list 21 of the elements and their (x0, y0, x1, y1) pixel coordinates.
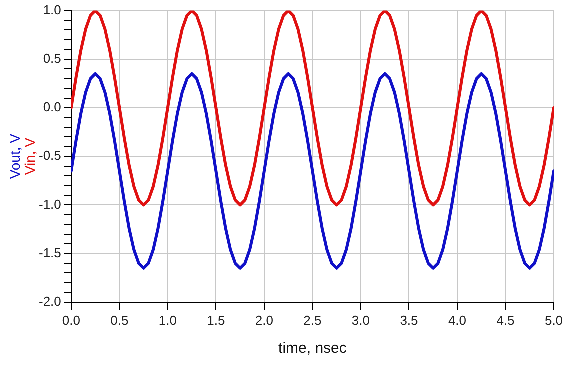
x-axis-title: time, nsec (278, 340, 348, 358)
x-tick-label: 0.0 (62, 312, 80, 328)
text: Vout, V (6, 133, 23, 180)
x-tick-label: 3.0 (352, 312, 370, 328)
x-tick-label: 2.5 (304, 312, 322, 328)
x-tick-label: 2.0 (255, 312, 274, 328)
y-tick-label: -1.5 (38, 245, 62, 260)
text: Vin, V (22, 137, 38, 176)
y-tick-label: -0.5 (38, 148, 62, 164)
x-tick-label: 3.5 (400, 312, 418, 328)
y-tick-label: 0.0 (43, 100, 62, 115)
x-tick-label: 1.5 (207, 312, 226, 328)
x-tick-label: 4.0 (448, 312, 467, 328)
x-tick-label: 1.0 (158, 312, 177, 328)
y-tick-label: 0.5 (43, 50, 62, 66)
y-tick-label: -1.0 (38, 196, 62, 212)
y-tick-label: 1.0 (43, 2, 62, 18)
y-tick-label: -2.0 (38, 294, 62, 309)
x-tick-label: 5.0 (544, 312, 564, 328)
x-tick-label: 0.5 (110, 312, 129, 328)
x-tick-label: 4.5 (496, 312, 515, 328)
